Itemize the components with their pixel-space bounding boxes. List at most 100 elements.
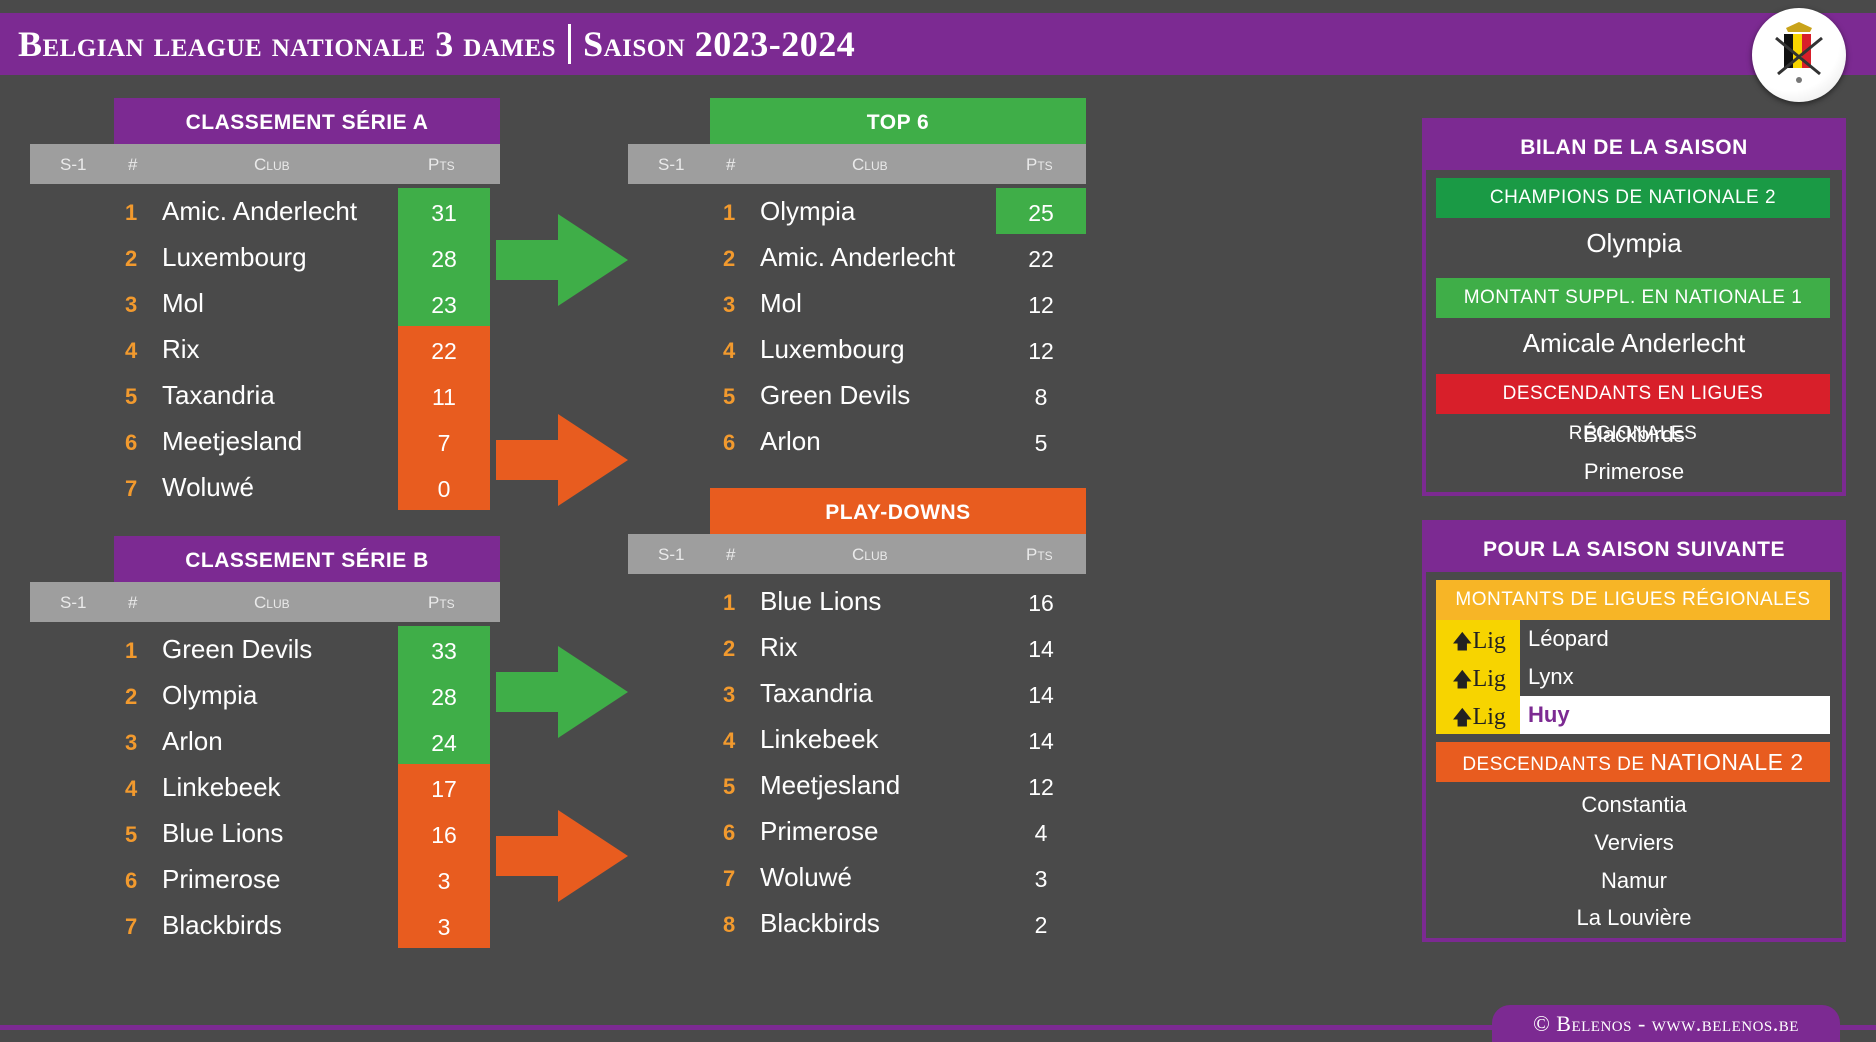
team-name: Lynx bbox=[1528, 664, 1574, 689]
points: 14 bbox=[1028, 636, 1054, 662]
table-row: 2 Rix 14 bbox=[628, 624, 1086, 670]
lig-tag: 🡅Lig bbox=[1436, 658, 1520, 696]
col-club: Club bbox=[254, 593, 290, 612]
next-season-panel: POUR LA SAISON SUIVANTE MONTANTS DE LIGU… bbox=[1422, 520, 1846, 942]
playdowns-table: 1 Blue Lions 16 2 Rix 14 3 Taxandria 14 4 Linke… bbox=[628, 578, 1086, 946]
table-row: 3 Taxandria 14 bbox=[628, 670, 1086, 716]
arrow-up-icon: 🡅 bbox=[1452, 669, 1473, 691]
relegated-team: Namur bbox=[1600, 868, 1667, 893]
table-row: 7 Woluwé 0 bbox=[30, 464, 500, 510]
table-row: 5 Taxandria 11 bbox=[30, 372, 500, 418]
relegated-from-n2-label: DESCENDANTS DE NATIONALE 2 bbox=[1436, 742, 1830, 782]
col-num: # bbox=[726, 155, 736, 174]
points: 16 bbox=[398, 810, 490, 856]
col-num: # bbox=[128, 155, 138, 174]
table-row: 4 Linkebeek 17 bbox=[30, 764, 500, 810]
club-name: Luxembourg bbox=[760, 334, 905, 364]
club-name: Meetjesland bbox=[760, 770, 901, 800]
rank: 1 bbox=[125, 638, 138, 663]
rank: 6 bbox=[125, 430, 138, 455]
promoted-name: Amicale Anderlecht bbox=[1522, 328, 1746, 358]
table-row: 5 Green Devils 8 bbox=[628, 372, 1086, 418]
club-name: Taxandria bbox=[162, 380, 275, 410]
rank: 4 bbox=[723, 728, 736, 753]
club-name: Mol bbox=[162, 288, 204, 318]
season-title: Saison 2023-2024 bbox=[583, 24, 856, 64]
list-item: 🡅Lig Léopard bbox=[1436, 620, 1830, 658]
points: 31 bbox=[398, 188, 490, 234]
table-row: 1 Olympia 25 bbox=[628, 188, 1086, 234]
col-s1: S-1 bbox=[658, 545, 685, 564]
relegated-label-prefix: DESCENDANTS DE bbox=[1462, 754, 1651, 775]
lig-label: Lig bbox=[1472, 666, 1506, 692]
points: 3 bbox=[398, 856, 490, 902]
club-name: Olympia bbox=[162, 680, 258, 710]
rank: 5 bbox=[125, 384, 138, 409]
relegated-team: Blackbirds bbox=[1583, 422, 1685, 447]
points: 2 bbox=[1034, 912, 1048, 938]
table-row: 2 Amic. Anderlecht 22 bbox=[628, 234, 1086, 280]
relegated-team: Verviers bbox=[1594, 830, 1674, 855]
club-name: Arlon bbox=[760, 426, 821, 456]
table-row: 4 Rix 22 bbox=[30, 326, 500, 372]
promoted-from-regional-label: MONTANTS DE LIGUES RÉGIONALES bbox=[1436, 580, 1830, 620]
table-row: 1 Blue Lions 16 bbox=[628, 578, 1086, 624]
col-s1: S-1 bbox=[60, 593, 87, 612]
lig-label: Lig bbox=[1472, 704, 1506, 730]
col-pts: Pts bbox=[1026, 155, 1053, 174]
rank: 5 bbox=[125, 822, 138, 847]
club-name: Green Devils bbox=[760, 380, 911, 410]
club-name: Blue Lions bbox=[162, 818, 284, 848]
lig-tag: 🡅Lig bbox=[1436, 696, 1520, 734]
points: 17 bbox=[398, 764, 490, 810]
team-name: Léopard bbox=[1528, 626, 1609, 651]
rank: 2 bbox=[723, 636, 736, 661]
points: 14 bbox=[1028, 682, 1054, 708]
rank: 5 bbox=[723, 384, 736, 409]
serie-b-header: S-1 # Club Pts bbox=[30, 582, 500, 622]
points: 22 bbox=[398, 326, 490, 372]
points: 24 bbox=[398, 718, 490, 764]
club-name: Linkebeek bbox=[162, 772, 281, 802]
col-pts: Pts bbox=[1026, 545, 1053, 564]
points: 7 bbox=[398, 418, 490, 464]
bottom-line bbox=[0, 1025, 1876, 1030]
table-row: 8 Blackbirds 2 bbox=[628, 900, 1086, 946]
arrow-right-orange-icon bbox=[496, 414, 628, 506]
table-row: 5 Blue Lions 16 bbox=[30, 810, 500, 856]
playdowns-title: PLAY-DOWNS bbox=[710, 488, 1086, 534]
highlight bbox=[1520, 696, 1830, 734]
points: 16 bbox=[1028, 590, 1054, 616]
champions-label: CHAMPIONS DE NATIONALE 2 bbox=[1436, 178, 1830, 218]
table-row: 7 Woluwé 3 bbox=[628, 854, 1086, 900]
rank: 3 bbox=[723, 292, 736, 317]
rank: 6 bbox=[125, 868, 138, 893]
relegated-team: Constantia bbox=[1581, 792, 1687, 817]
relegated-label-league: NATIONALE 2 bbox=[1650, 749, 1804, 775]
club-name: Rix bbox=[760, 632, 798, 662]
club-name: Luxembourg bbox=[162, 242, 307, 272]
club-name: Blackbirds bbox=[162, 910, 282, 940]
col-pts: Pts bbox=[428, 155, 455, 174]
arrow-right-green-icon bbox=[496, 214, 628, 306]
list-item: 🡅Lig Lynx bbox=[1436, 658, 1830, 696]
points: 33 bbox=[398, 626, 490, 672]
col-num: # bbox=[726, 545, 736, 564]
rank: 1 bbox=[723, 590, 736, 615]
points: 28 bbox=[398, 672, 490, 718]
serie-b-title: CLASSEMENT SÉRIE B bbox=[114, 536, 500, 582]
league-title: Belgian league nationale 3 dames bbox=[18, 24, 557, 64]
rank: 8 bbox=[723, 912, 736, 937]
season-summary-panel: BILAN DE LA SAISON CHAMPIONS DE NATIONAL… bbox=[1422, 118, 1846, 496]
promoted-label: MONTANT SUPPL. EN NATIONALE 1 bbox=[1436, 278, 1830, 318]
title-bar: Belgian league nationale 3 dames Saison 2… bbox=[0, 13, 1876, 75]
relegated-team: La Louvière bbox=[1576, 905, 1692, 930]
points: 3 bbox=[398, 902, 490, 948]
rank: 7 bbox=[125, 914, 138, 939]
table-row: 6 Primerose 4 bbox=[628, 808, 1086, 854]
col-club: Club bbox=[852, 545, 888, 564]
serie-a-header: S-1 # Club Pts bbox=[30, 144, 500, 184]
rank: 4 bbox=[125, 338, 138, 363]
points: 25 bbox=[996, 188, 1086, 234]
